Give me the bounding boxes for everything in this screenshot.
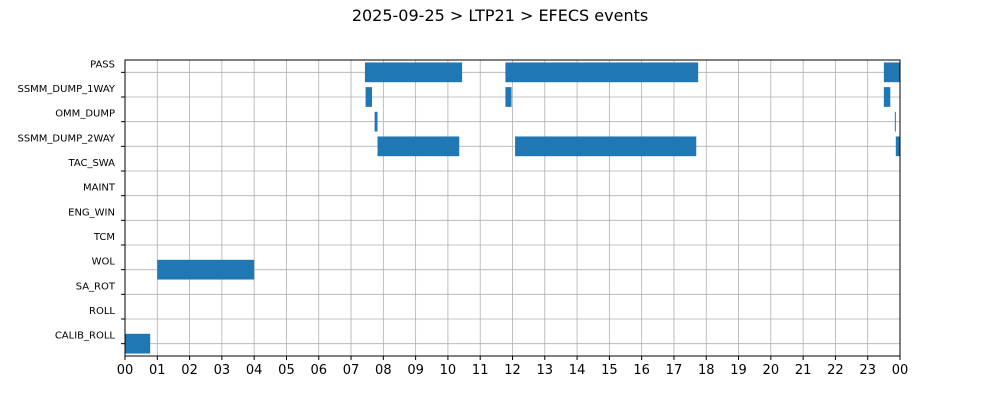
y-tick-label: SSMM_DUMP_2WAY: [17, 133, 115, 144]
y-tick-label: OMM_DUMP: [55, 109, 115, 120]
x-tick-label: 18: [698, 363, 715, 378]
y-tick-label: TCM: [93, 232, 115, 243]
x-tick-label: 02: [181, 363, 198, 378]
event-bar-ssmm-dump-2way: [377, 136, 460, 157]
x-tick-label: 00: [892, 363, 909, 378]
event-bar-ssmm-dump-1way: [505, 87, 512, 107]
event-bar-ssmm-dump-1way: [883, 87, 891, 107]
x-tick-label: 09: [407, 363, 424, 378]
x-tick-label: 04: [246, 363, 263, 378]
y-tick-label: ROLL: [89, 306, 115, 317]
x-tick-label: 10: [440, 363, 457, 378]
x-tick-label: 23: [859, 363, 876, 378]
y-tick-label: CALIB_ROLL: [55, 331, 116, 342]
y-tick-label: ENG_WIN: [68, 207, 115, 218]
x-tick-label: 19: [730, 363, 747, 378]
y-tick-label: MAINT: [83, 183, 116, 194]
event-bar-pass: [883, 62, 900, 83]
x-tick-label: 08: [375, 363, 392, 378]
event-bar-calib-roll: [125, 333, 151, 354]
x-tick-label: 12: [504, 363, 521, 378]
x-tick-label: 13: [537, 363, 554, 378]
x-tick-label: 00: [117, 363, 134, 378]
x-tick-label: 15: [601, 363, 618, 378]
event-bar-ssmm-dump-2way: [895, 136, 900, 157]
event-bar-omm-dump: [374, 111, 378, 132]
x-tick-label: 16: [633, 363, 650, 378]
x-tick-label: 07: [343, 363, 360, 378]
event-bar-omm-dump: [894, 111, 896, 132]
y-tick-label: PASS: [90, 59, 115, 70]
x-tick-label: 05: [278, 363, 295, 378]
event-bar-pass: [364, 62, 463, 83]
y-tick-label: SA_ROT: [76, 281, 116, 292]
y-tick-label: SSMM_DUMP_1WAY: [17, 84, 115, 95]
y-tick-label: WOL: [92, 257, 116, 268]
x-tick-label: 17: [666, 363, 683, 378]
x-tick-label: 03: [214, 363, 231, 378]
x-tick-label: 11: [472, 363, 489, 378]
event-bar-ssmm-dump-2way: [515, 136, 697, 157]
y-tick-label: TAC_SWA: [67, 158, 115, 169]
x-tick-label: 22: [827, 363, 844, 378]
x-tick-label: 01: [149, 363, 166, 378]
event-bar-pass: [505, 62, 699, 83]
x-tick-label: 21: [795, 363, 812, 378]
x-tick-label: 06: [310, 363, 327, 378]
chart-title: 2025-09-25 > LTP21 > EFECS events: [351, 6, 649, 25]
x-tick-label: 20: [763, 363, 780, 378]
event-bar-ssmm-dump-1way: [365, 87, 373, 107]
x-tick-label: 14: [569, 363, 586, 378]
event-bar-wol: [157, 259, 255, 280]
